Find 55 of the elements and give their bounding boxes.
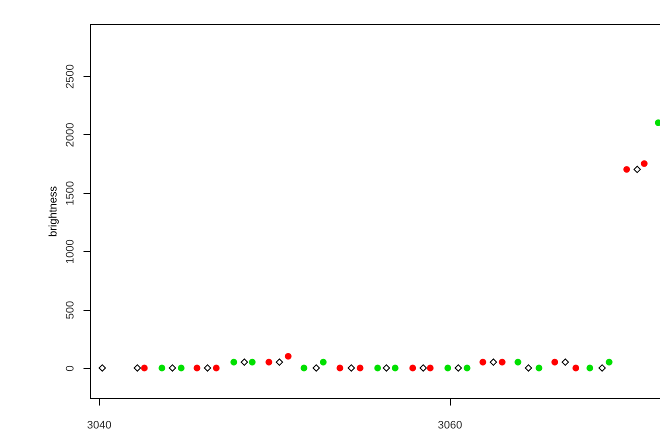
point: [634, 166, 641, 174]
point: [134, 364, 142, 372]
y-tick-label: 2000: [64, 122, 76, 148]
point: [158, 364, 166, 372]
point: [312, 364, 320, 372]
point: [426, 364, 434, 372]
y-axis-title: brightness: [48, 186, 60, 237]
point: [141, 364, 148, 372]
point: [276, 358, 284, 366]
point: [212, 364, 220, 372]
point: [374, 364, 381, 372]
point: [348, 364, 355, 372]
point: [284, 352, 292, 360]
point: [230, 358, 238, 366]
y-tick-label: 1000: [64, 239, 76, 264]
point: [300, 364, 308, 372]
point: [392, 364, 399, 372]
point: [514, 358, 522, 366]
point: [194, 364, 200, 372]
point: [464, 364, 470, 372]
y-tick-label: 0: [64, 365, 76, 372]
point: [168, 364, 176, 372]
point: [572, 364, 580, 372]
point: [420, 364, 427, 372]
point: [336, 364, 344, 372]
x-tick-label: 3060: [438, 420, 462, 432]
point: [551, 358, 558, 366]
point: [98, 364, 106, 372]
point: [586, 364, 594, 372]
point: [498, 358, 506, 366]
point: [266, 358, 272, 366]
point: [454, 364, 462, 372]
point: [623, 166, 630, 173]
point: [562, 358, 569, 366]
point: [320, 358, 327, 366]
point: [654, 119, 660, 126]
point: [178, 364, 185, 372]
y-tick-label: 1500: [64, 181, 76, 206]
point: [248, 358, 256, 366]
point: [524, 364, 532, 372]
x-tick-label: 3040: [87, 420, 112, 432]
point: [598, 364, 606, 372]
point: [204, 364, 212, 372]
point: [382, 364, 390, 372]
point: [356, 364, 364, 372]
point: [240, 358, 248, 366]
point: [480, 358, 486, 366]
point: [444, 364, 452, 372]
y-tick-label: 500: [64, 300, 76, 320]
point: [490, 358, 498, 366]
y-tick-label: 2500: [64, 64, 76, 89]
point: [536, 364, 542, 372]
point: [606, 358, 612, 366]
point: [409, 364, 416, 372]
point: [640, 160, 648, 167]
